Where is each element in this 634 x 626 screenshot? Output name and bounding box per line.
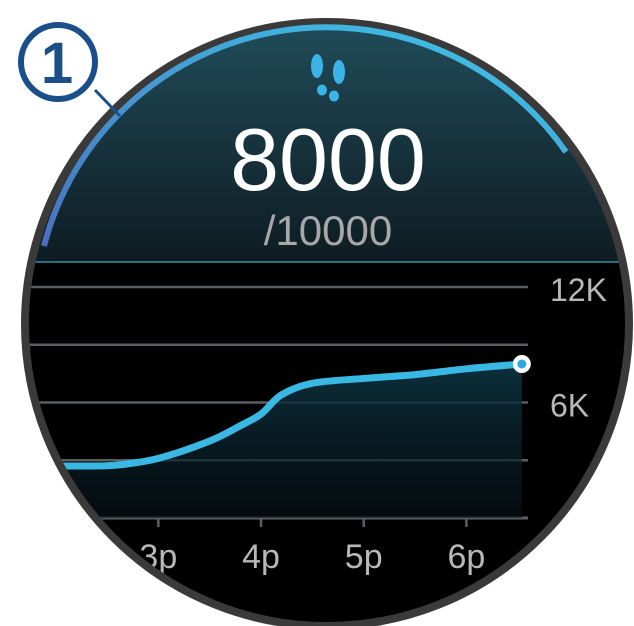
step-area bbox=[27, 364, 522, 518]
current-point bbox=[517, 359, 527, 369]
x-tick-label: 4p bbox=[242, 538, 280, 576]
step-goal: /10000 bbox=[264, 207, 392, 254]
x-tick-label: 6p bbox=[447, 538, 485, 576]
callout-badge bbox=[18, 22, 98, 102]
x-tick-label: 5p bbox=[345, 538, 383, 576]
step-count: 8000 bbox=[230, 110, 426, 209]
callout-number: 1 bbox=[41, 31, 73, 96]
footsteps-icon bbox=[311, 54, 345, 102]
step-line bbox=[27, 360, 526, 470]
watch-bezel bbox=[21, 18, 633, 626]
y-tick-label: 12K bbox=[550, 272, 607, 308]
callout-leader-line bbox=[93, 88, 122, 118]
step-goal-progress-arc bbox=[41, 24, 569, 247]
y-tick-label: 6K bbox=[550, 388, 589, 424]
